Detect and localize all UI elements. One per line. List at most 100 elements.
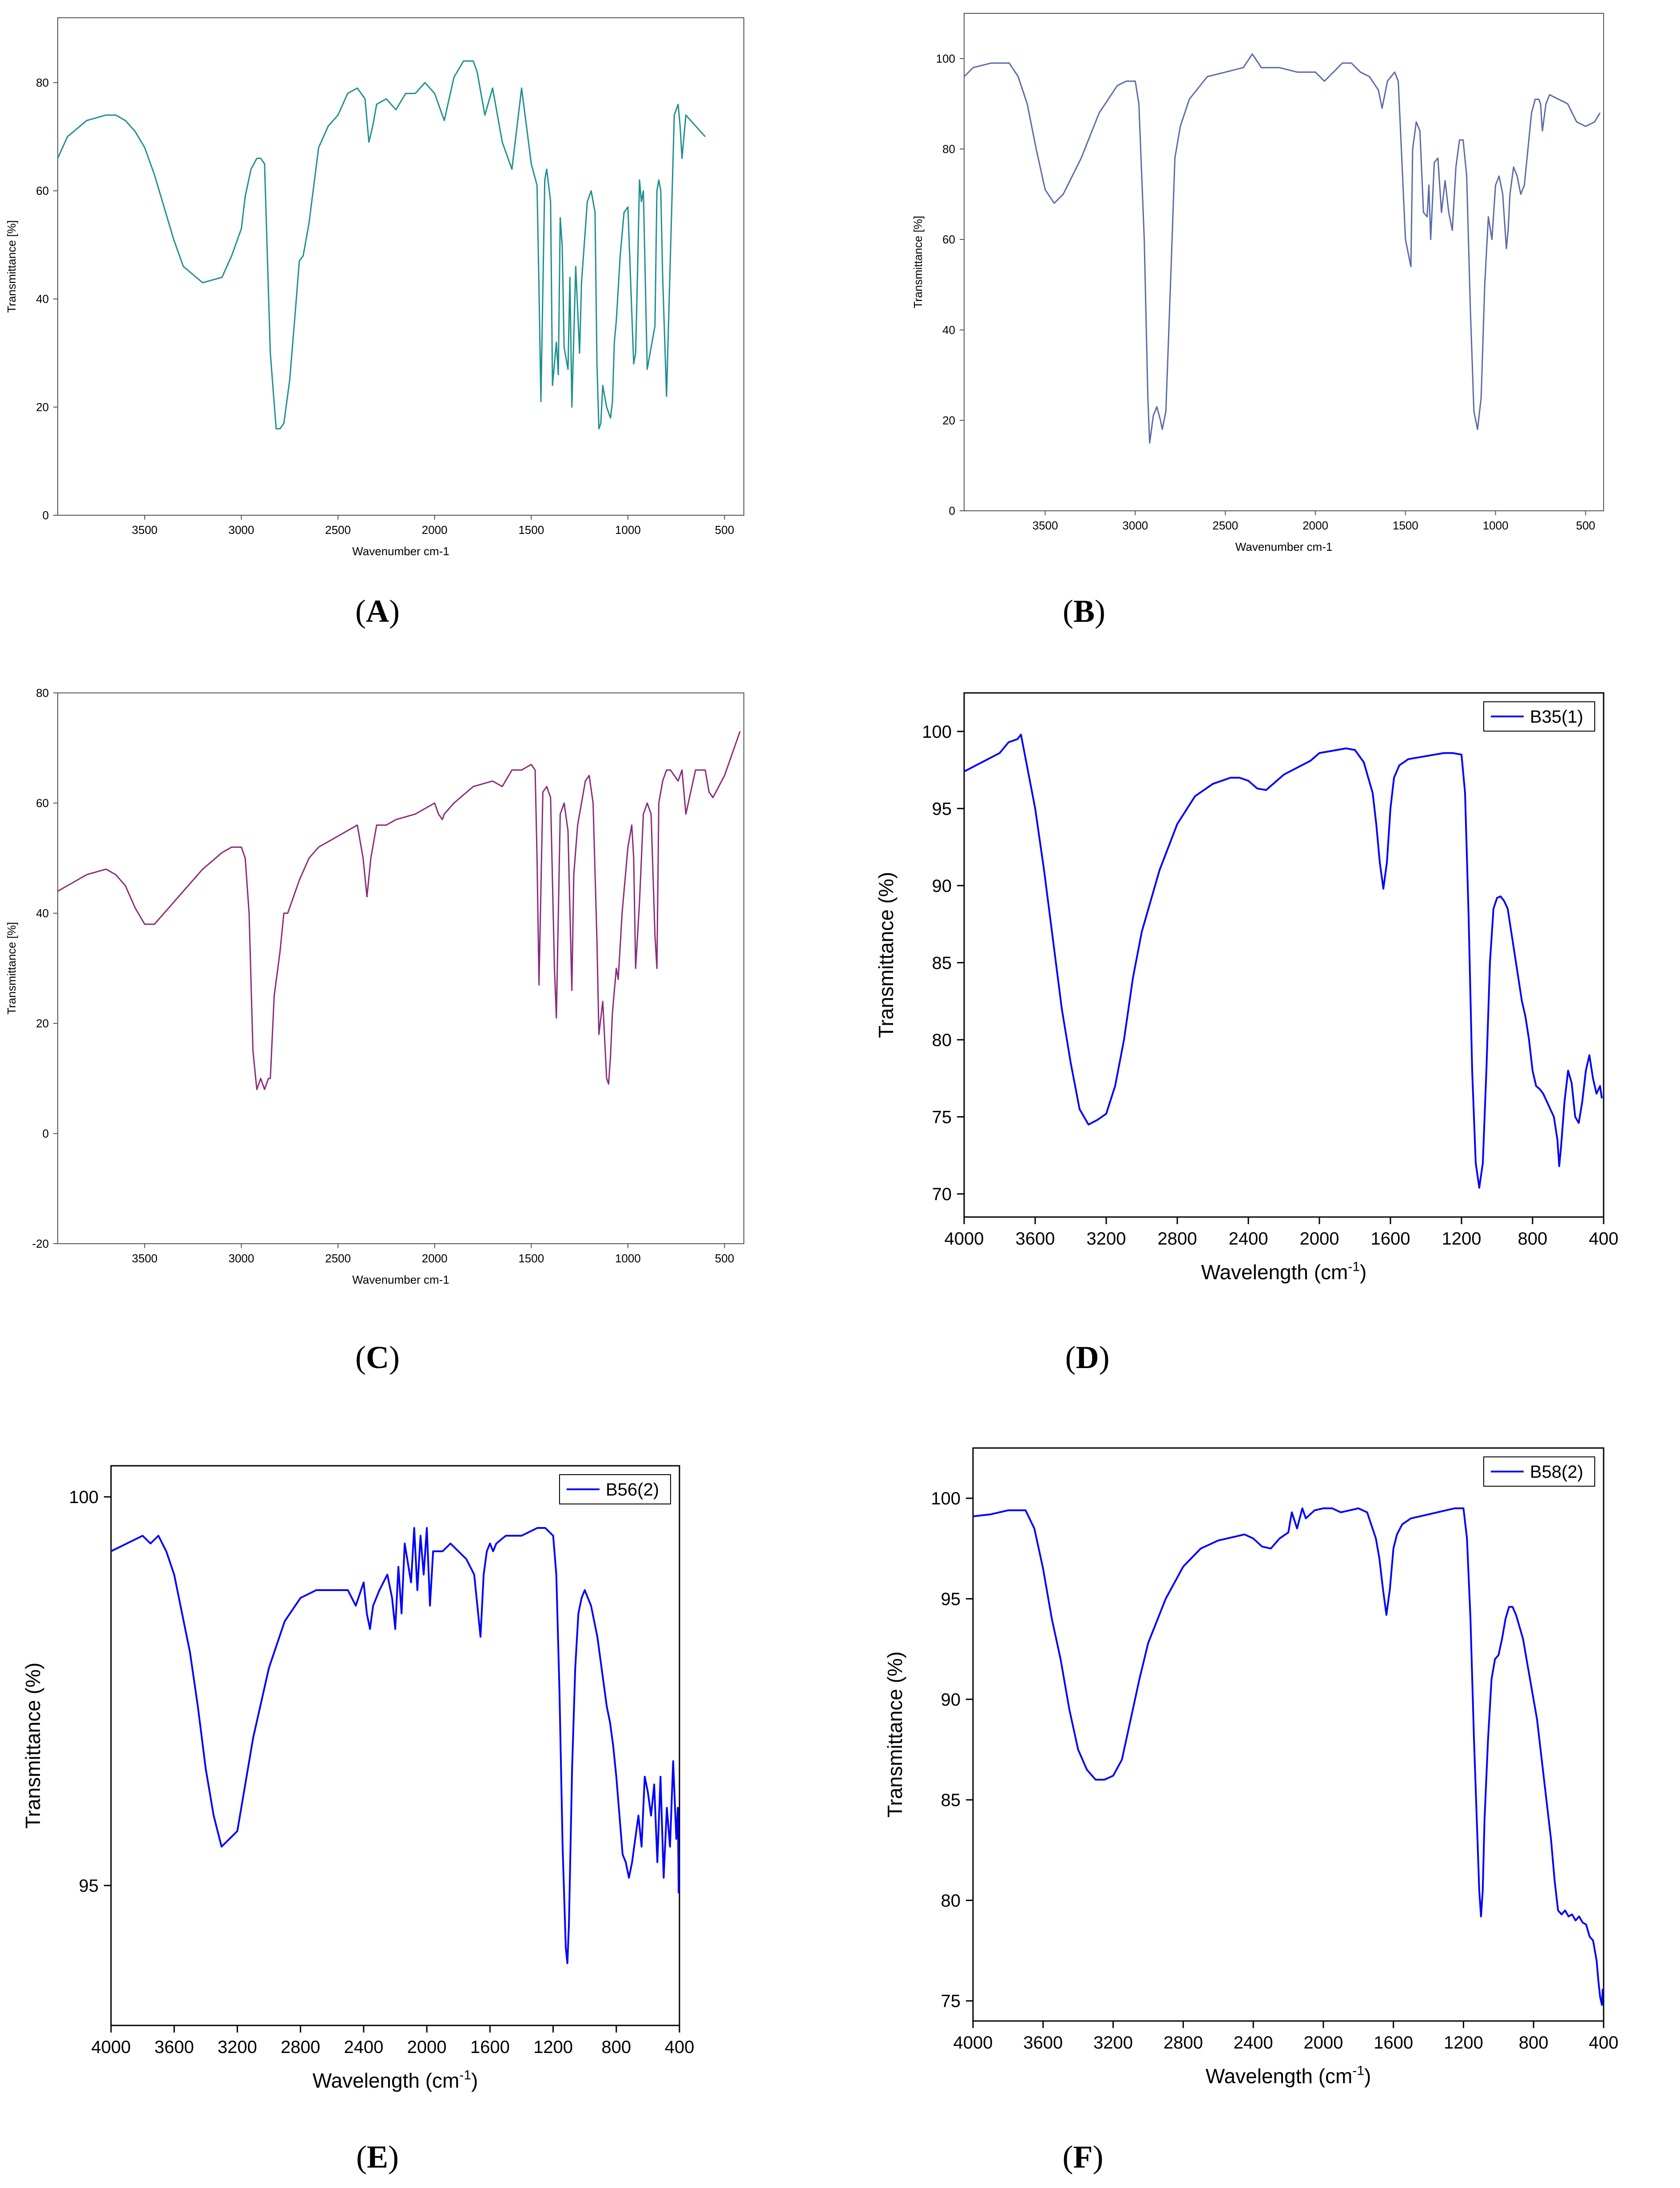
x-axis-label: Wavenumber cm-1 (1235, 540, 1333, 553)
x-tick-label: 3000 (229, 1252, 254, 1265)
y-tick-label: 60 (36, 184, 49, 198)
x-tick-label: 1600 (1371, 1229, 1410, 1249)
y-tick-label: 80 (932, 1030, 952, 1050)
x-tick-label: 2500 (325, 1252, 351, 1265)
x-axis-label-sup: -1 (1348, 1260, 1360, 1274)
y-tick-label: 0 (43, 1127, 49, 1140)
y-tick-label: 80 (36, 686, 49, 700)
x-axis-label-sup: -1 (1352, 2064, 1364, 2078)
x-tick-label: 1000 (615, 1252, 641, 1265)
x-tick-label: 2500 (325, 523, 351, 537)
y-tick-label: 75 (932, 1107, 952, 1127)
plot-frame (110, 1465, 680, 2026)
x-tick-label: 3500 (132, 523, 158, 537)
series-line-a (57, 60, 706, 430)
x-axis-label: Wavenumber cm-1 (352, 545, 449, 558)
plot-frame (57, 17, 744, 516)
y-tick-label: 95 (932, 799, 952, 819)
x-tick-label: 2800 (281, 2037, 320, 2057)
y-tick-label: 90 (941, 1690, 961, 1710)
x-axis-label-end: ) (1360, 1261, 1366, 1284)
y-tick-label: 75 (941, 1992, 961, 2011)
chart-panel-b: 3500 3000 2500 2000 1500 1000 500 0 20 40 60 80 100 W… (840, 0, 1680, 648)
x-tick-label: 4000 (953, 2033, 993, 2053)
panel-label-d: (D) (1065, 1340, 1110, 1375)
x-tick-label: 2000 (407, 2037, 447, 2057)
x-axis-label-text: Wavelength (cm (1201, 1261, 1348, 1284)
x-axis-label-end: ) (471, 2069, 478, 2092)
x-tick-label: 2000 (1303, 2033, 1343, 2053)
y-tick-label: 40 (36, 292, 49, 306)
x-tick-label: 1500 (518, 1252, 544, 1265)
y-tick-label: 60 (36, 796, 49, 810)
x-tick-label: 400 (665, 2037, 695, 2057)
x-tick-label: 500 (715, 1252, 734, 1265)
x-tick-label: 2800 (1158, 1229, 1197, 1249)
chart-panel-e: 4000 3600 3200 2800 2400 2000 1600 1200 800 400 95… (0, 1435, 840, 2188)
y-tick-label: 0 (43, 509, 49, 522)
x-axis-label-text: Wavelength (cm (1206, 2065, 1353, 2088)
x-tick-label: 2000 (422, 1252, 448, 1265)
panel-label-f: (F) (1062, 2139, 1104, 2175)
chart-c: 3500 3000 2500 2000 1500 1000 500 -20 0 20 40 60 80 W… (5, 686, 744, 1286)
x-tick-label: 2000 (1303, 519, 1328, 532)
panel-label-e: (E) (356, 2139, 399, 2175)
legend-label: B35(1) (1530, 707, 1583, 727)
chart-e: 4000 3600 3200 2800 2400 2000 1600 1200 800 400 95… (21, 1465, 695, 2092)
x-tick-label: 1600 (470, 2037, 510, 2057)
plot-frame (964, 13, 1604, 511)
series-line-b35-1- (964, 733, 1603, 1189)
y-axis-label: Transmittance (%) (874, 872, 898, 1038)
x-axis-label-text: Wavenumber cm-1 (1235, 540, 1333, 553)
y-tick-label: 100 (69, 1488, 99, 1507)
x-tick-label: 3200 (1087, 1229, 1126, 1249)
chart-panel-f: 4000 3600 3200 2800 2400 2000 1600 1200 800 400 75… (840, 1435, 1680, 2188)
y-tick-label: 60 (942, 233, 955, 246)
chart-panel-c: 3500 3000 2500 2000 1500 1000 500 -20 0 20 40 60 80 W… (0, 680, 840, 1390)
x-tick-label: 3600 (1016, 1229, 1055, 1249)
x-axis-label-text: Wavelength (cm (313, 2069, 460, 2092)
series-line-b56-2- (111, 1527, 680, 1964)
y-tick-label: 85 (941, 1790, 961, 1810)
y-tick-label: 20 (942, 414, 955, 427)
x-tick-label: 800 (1518, 1229, 1548, 1249)
x-tick-label: 2400 (1234, 2033, 1273, 2053)
y-tick-label: 100 (936, 52, 955, 65)
x-axis-label-text: Wavenumber cm-1 (352, 1273, 449, 1286)
x-tick-label: 500 (1576, 519, 1595, 532)
chart-a: 3500 3000 2500 2000 1500 1000 500 0 20 40 60 80 Wave… (5, 17, 744, 558)
y-tick-label: 80 (36, 76, 49, 89)
y-tick-label: 20 (36, 1017, 49, 1030)
y-tick-label: -20 (32, 1237, 49, 1250)
x-tick-label: 2000 (422, 523, 448, 537)
y-tick-label: 90 (932, 876, 952, 896)
y-axis-label: Transmittance [%] (5, 220, 18, 313)
x-tick-label: 1000 (1483, 519, 1509, 532)
panel-label-c: (C) (355, 1340, 400, 1375)
x-tick-label: 400 (1589, 1229, 1619, 1249)
x-tick-label: 1200 (533, 2037, 573, 2057)
x-tick-label: 1200 (1444, 2033, 1483, 2053)
plot-frame (963, 692, 1605, 1218)
legend-label: B56(2) (606, 1480, 659, 1500)
x-tick-label: 3000 (229, 523, 254, 537)
chart-panel-d: 4000 3600 3200 2800 2400 2000 1600 1200 800 400 70… (840, 680, 1680, 1390)
series-line-c (57, 731, 741, 1090)
x-axis-label: Wavelength (cm-1) (1201, 1260, 1367, 1284)
x-tick-label: 3000 (1122, 519, 1148, 532)
x-tick-label: 2500 (1212, 519, 1238, 532)
y-tick-label: 80 (941, 1891, 961, 1910)
y-tick-label: 40 (942, 323, 955, 337)
x-tick-label: 3200 (218, 2037, 257, 2057)
y-tick-label: 95 (79, 1876, 99, 1896)
x-tick-label: 2400 (344, 2037, 383, 2057)
y-tick-label: 70 (932, 1185, 952, 1204)
x-tick-label: 1200 (1442, 1229, 1481, 1249)
x-tick-label: 3600 (1023, 2033, 1063, 2053)
y-tick-label: 20 (36, 401, 49, 414)
y-tick-label: 100 (922, 722, 952, 742)
x-tick-label: 1600 (1374, 2033, 1413, 2053)
x-tick-label: 800 (601, 2037, 631, 2057)
x-axis-label: Wavelength (cm-1) (1206, 2064, 1371, 2088)
x-tick-label: 1500 (1393, 519, 1418, 532)
